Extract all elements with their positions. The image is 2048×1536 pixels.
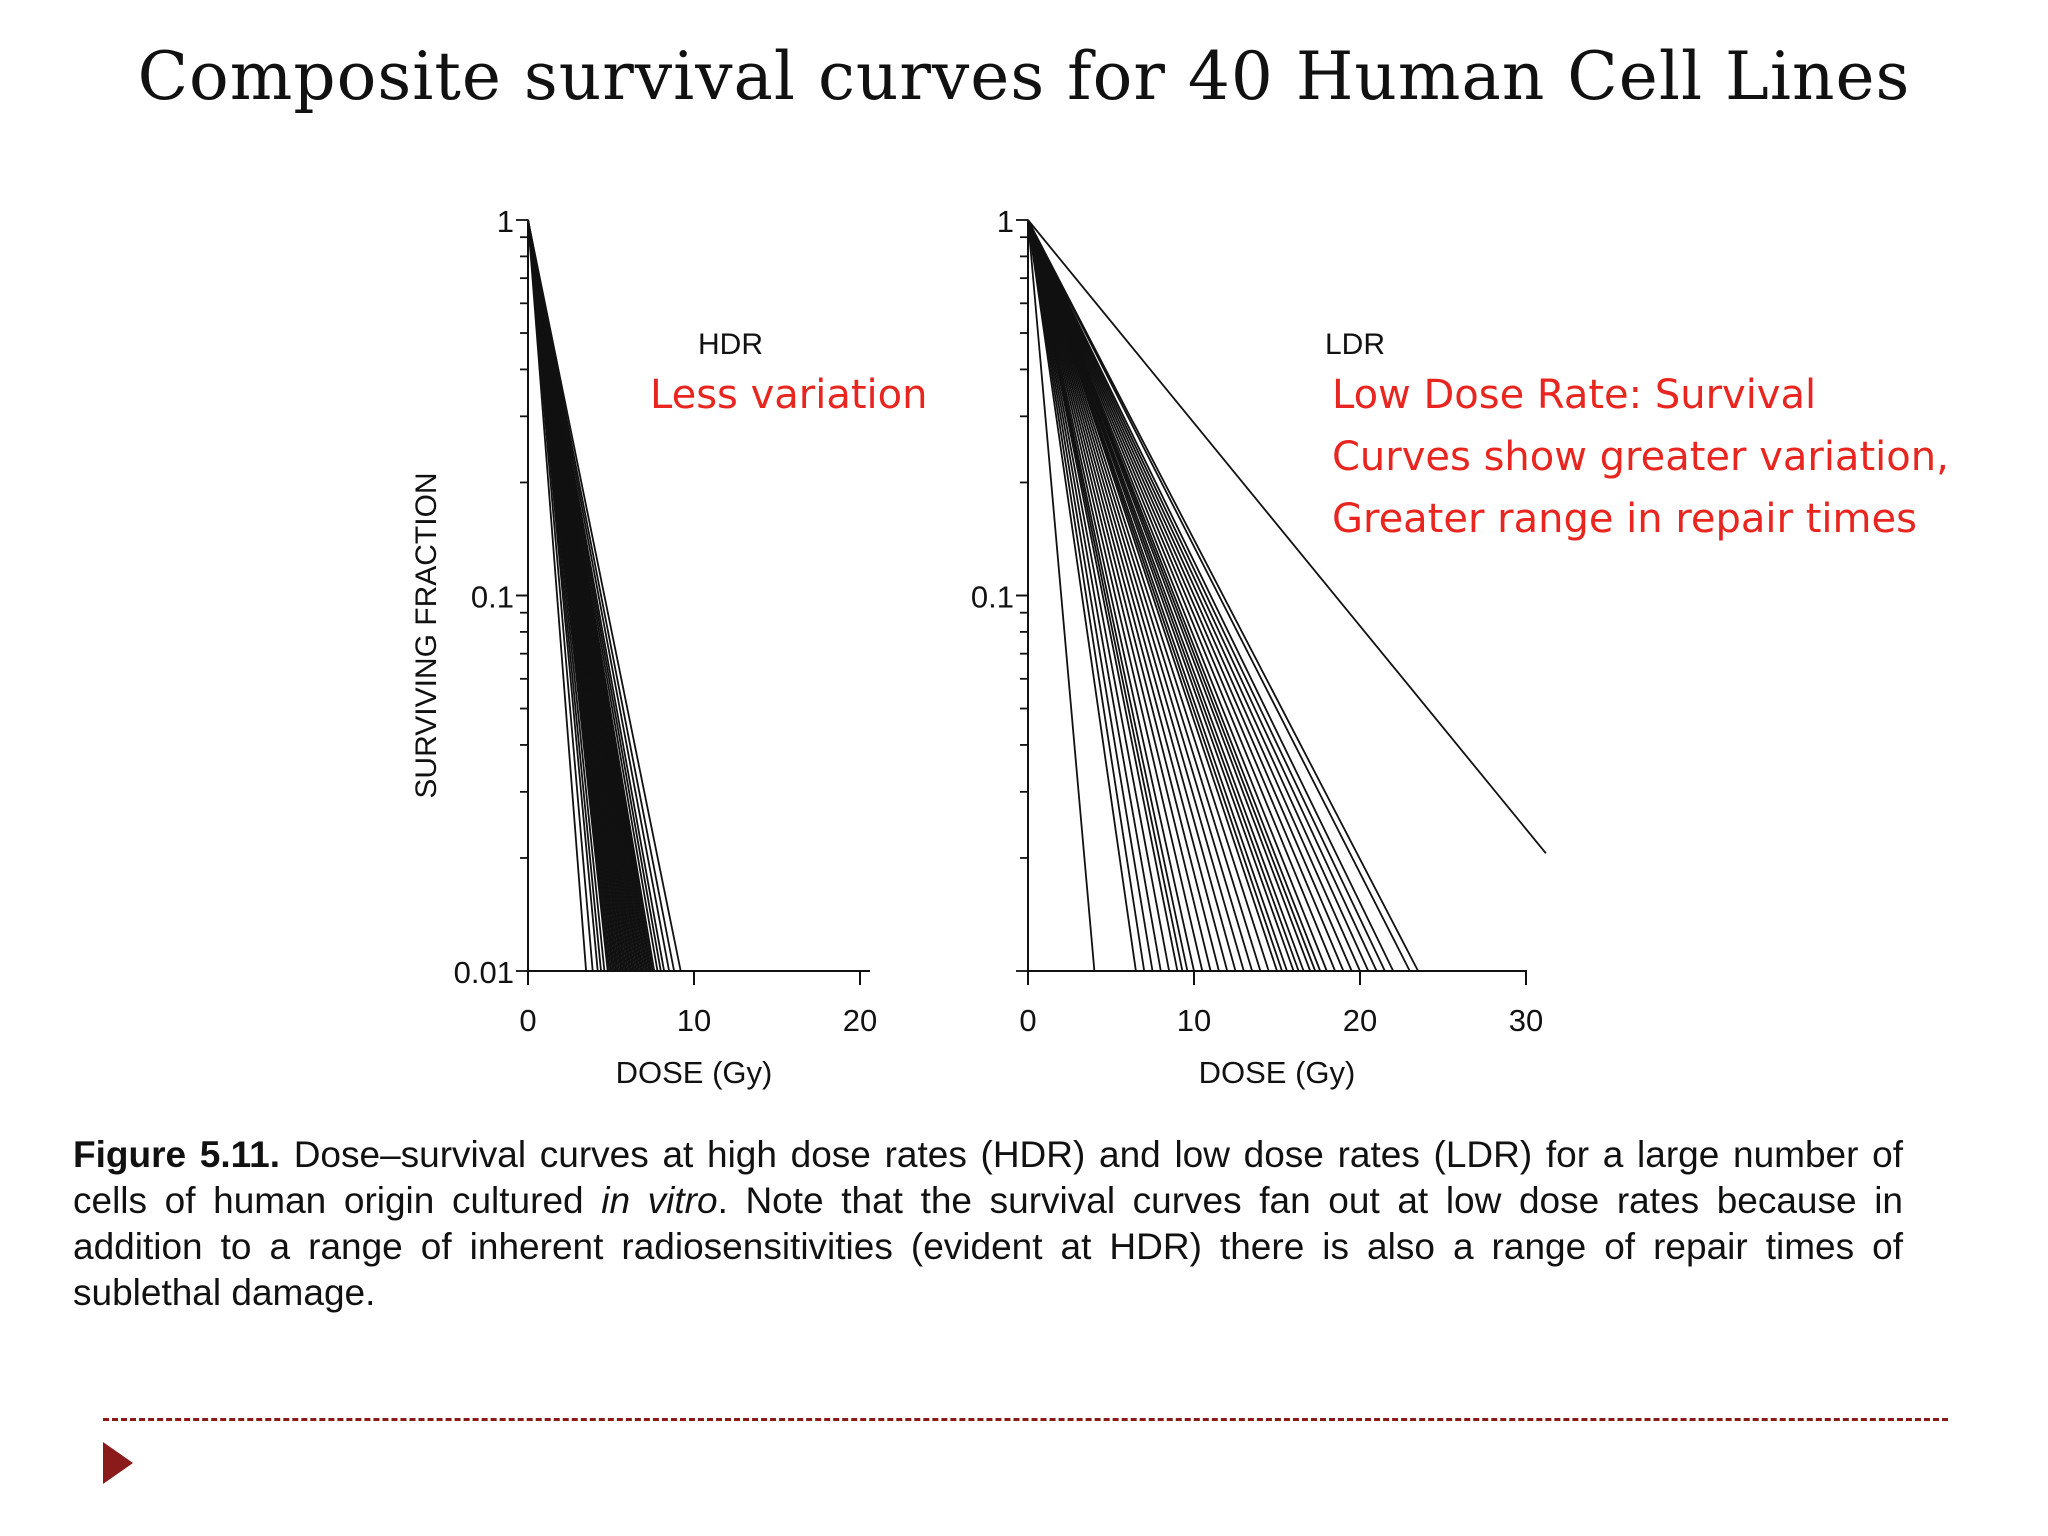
survival-curve-ldr <box>1027 219 1288 972</box>
survival-curve-ldr <box>1027 219 1245 972</box>
survival-curve-ldr <box>1027 219 1386 972</box>
x-tick-label: 20 <box>843 1003 877 1038</box>
survival-curve-ldr <box>1027 219 1253 972</box>
x-tick-label: 10 <box>677 1003 711 1038</box>
y-tick-label: 1 <box>497 204 514 239</box>
survival-curve-ldr <box>1027 219 1345 972</box>
survival-curve-ldr <box>1027 219 1411 972</box>
survival-curve-ldr <box>1027 219 1096 972</box>
caption-label: Figure 5.11. <box>73 1134 281 1175</box>
survival-curve-ldr <box>1027 219 1547 854</box>
x-axis-label: DOSE (Gy) <box>616 1055 773 1090</box>
x-tick-label: 10 <box>1177 1003 1211 1038</box>
caption-italic: in vitro <box>601 1180 718 1221</box>
survival-curve-ldr <box>1027 219 1262 972</box>
ldr-annotation-line: Greater range in repair times <box>1332 496 1917 542</box>
x-tick-label: 30 <box>1509 1003 1543 1038</box>
survival-curve-ldr <box>1027 219 1189 972</box>
panel-label: LDR <box>1325 328 1385 361</box>
caption-text-1: Dose–survival curves at high dose rates … <box>73 1134 1904 1221</box>
survival-curve-ldr <box>1027 219 1154 972</box>
y-axis-label: SURVIVING FRACTION <box>410 472 443 798</box>
ldr-annotation-line: Curves show greater variation, <box>1332 434 1949 480</box>
x-tick-label: 0 <box>519 1003 536 1038</box>
survival-curve-ldr <box>1027 219 1322 972</box>
survival-curve-ldr <box>1027 219 1195 972</box>
survival-curve-ldr <box>1027 219 1162 972</box>
survival-curve-ldr <box>1027 219 1353 972</box>
survival-curve-ldr <box>1027 219 1204 972</box>
survival-curve-ldr <box>1027 219 1270 972</box>
survival-curve-ldr <box>1027 219 1212 972</box>
y-tick-label: 1 <box>997 204 1014 239</box>
survival-curve-ldr <box>1027 219 1361 972</box>
y-tick-label: 0.01 <box>454 955 514 990</box>
survival-curve-ldr <box>1027 219 1220 972</box>
survival-curve-ldr <box>1027 219 1237 972</box>
footer-divider <box>103 1418 1948 1421</box>
x-axis-label: DOSE (Gy) <box>1199 1055 1356 1090</box>
survival-curve-ldr <box>1027 219 1170 972</box>
survival-curve-hdr <box>527 219 675 972</box>
survival-curve-ldr <box>1027 219 1336 972</box>
panel-label: HDR <box>698 328 763 361</box>
x-tick-label: 0 <box>1019 1003 1036 1038</box>
figure-caption: Figure 5.11. Dose–survival curves at hig… <box>73 1132 1903 1316</box>
survival-curve-ldr <box>1027 219 1229 972</box>
survival-curve-ldr <box>1027 219 1305 972</box>
survival-curve-ldr <box>1027 219 1146 972</box>
survival-curve-ldr <box>1027 219 1395 972</box>
y-tick-label: 0.1 <box>471 580 514 615</box>
y-tick-label: 0.1 <box>971 580 1014 615</box>
survival-curve-hdr <box>527 219 682 972</box>
bullet-arrow-icon <box>103 1442 133 1484</box>
caption-text-2: . Note that the survival curves fan out … <box>73 1180 1903 1313</box>
ldr-annotation-line: Low Dose Rate: Survival <box>1332 372 1816 418</box>
survival-curve-ldr <box>1027 219 1370 972</box>
survival-curve-ldr <box>1027 219 1419 972</box>
survival-curve-ldr <box>1027 219 1328 972</box>
survival-curve-ldr <box>1027 219 1378 972</box>
x-tick-label: 20 <box>1343 1003 1377 1038</box>
survival-curve-ldr <box>1027 219 1137 972</box>
slide-title: Composite survival curves for 40 Human C… <box>137 38 1911 115</box>
survival-curve-hdr <box>527 219 587 972</box>
hdr-annotation: Less variation <box>650 372 927 418</box>
